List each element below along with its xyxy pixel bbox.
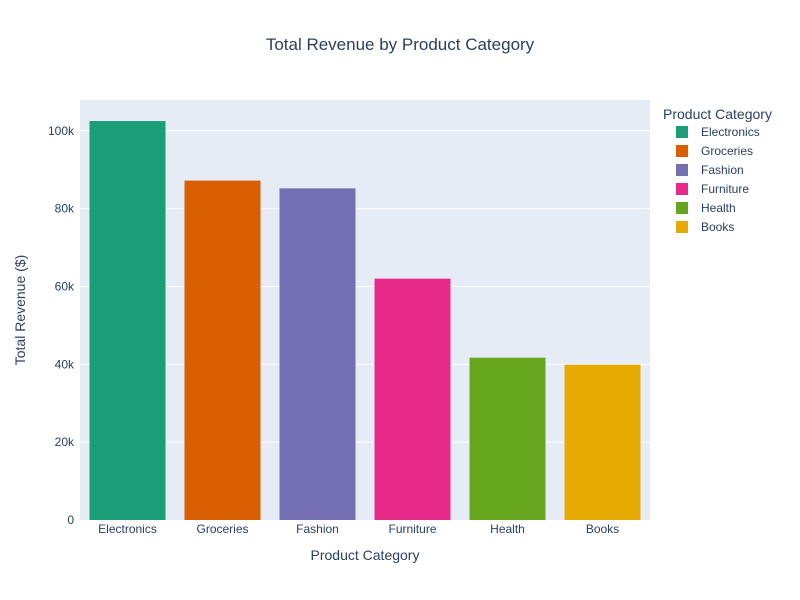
bar-books[interactable] bbox=[564, 364, 641, 520]
x-tick-label: Books bbox=[586, 522, 619, 536]
legend-item-furniture[interactable]: Furniture bbox=[676, 182, 749, 196]
bar-health[interactable] bbox=[469, 357, 546, 520]
legend-label: Groceries bbox=[701, 144, 753, 158]
y-tick-label: 20k bbox=[55, 435, 75, 449]
bar-electronics[interactable] bbox=[89, 121, 166, 520]
y-tick-label: 60k bbox=[55, 279, 75, 293]
plot-area bbox=[80, 100, 650, 520]
y-axis-ticks: 0 20k 40k 60k 80k 100k bbox=[48, 124, 75, 527]
legend-swatch bbox=[676, 145, 688, 157]
legend-label: Electronics bbox=[701, 125, 760, 139]
legend-item-groceries[interactable]: Groceries bbox=[676, 144, 753, 158]
chart-title: Total Revenue by Product Category bbox=[266, 35, 535, 54]
x-axis-ticks: Electronics Groceries Fashion Furniture Heal… bbox=[98, 522, 619, 536]
legend-item-books[interactable]: Books bbox=[676, 220, 734, 234]
legend-swatch bbox=[676, 183, 688, 195]
legend-label: Furniture bbox=[701, 182, 749, 196]
bar-fashion[interactable] bbox=[279, 188, 356, 520]
bars bbox=[89, 121, 641, 521]
legend-swatch bbox=[676, 164, 688, 176]
y-tick-label: 80k bbox=[55, 202, 75, 216]
legend-item-fashion[interactable]: Fashion bbox=[676, 163, 744, 177]
y-tick-label: 40k bbox=[55, 357, 75, 371]
x-tick-label: Groceries bbox=[196, 522, 248, 536]
y-tick-label: 100k bbox=[48, 124, 75, 138]
legend-item-health[interactable]: Health bbox=[676, 201, 736, 215]
x-tick-label: Furniture bbox=[388, 522, 436, 536]
gridlines bbox=[80, 130, 650, 443]
legend-label: Health bbox=[701, 201, 736, 215]
x-tick-label: Fashion bbox=[296, 522, 339, 536]
legend-label: Books bbox=[701, 220, 734, 234]
legend-swatch bbox=[676, 202, 688, 214]
x-tick-label: Health bbox=[490, 522, 525, 536]
bar-furniture[interactable] bbox=[374, 278, 451, 520]
x-axis-title: Product Category bbox=[311, 547, 420, 563]
legend-swatch bbox=[676, 221, 688, 233]
x-tick-label: Electronics bbox=[98, 522, 157, 536]
legend-label: Fashion bbox=[701, 163, 744, 177]
y-tick-label: 0 bbox=[67, 513, 74, 527]
legend-swatch bbox=[676, 126, 688, 138]
legend-item-electronics[interactable]: Electronics bbox=[676, 125, 760, 139]
legend-title: Product Category bbox=[663, 106, 772, 122]
y-axis-title: Total Revenue ($) bbox=[12, 255, 28, 366]
legend[interactable]: Product Category Electronics Groceries Fas… bbox=[663, 106, 772, 234]
bar-groceries[interactable] bbox=[184, 180, 261, 521]
